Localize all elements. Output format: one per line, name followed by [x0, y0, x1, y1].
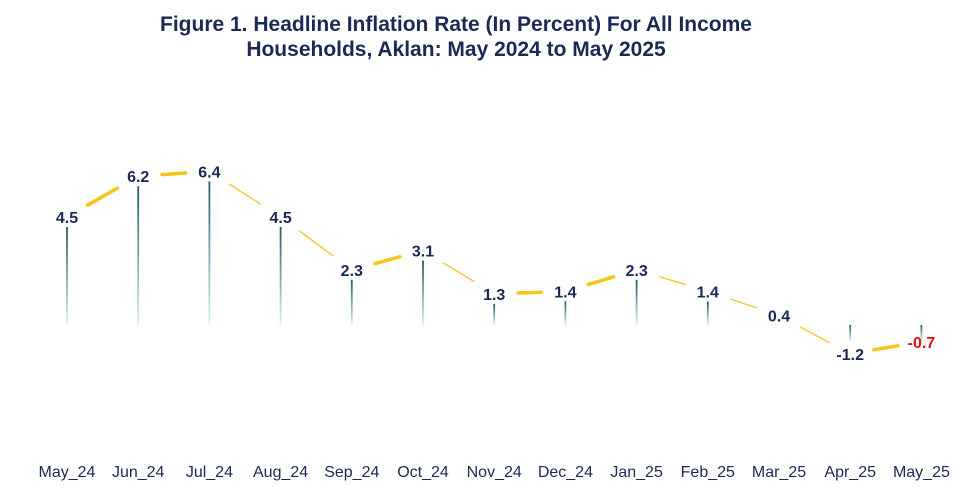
drop-lines — [66, 181, 923, 341]
x-tick-label: Oct_24 — [397, 464, 449, 481]
data-label: 6.4 — [198, 164, 220, 181]
x-tick-label: Sep_24 — [324, 464, 379, 481]
line-segment — [228, 183, 262, 205]
x-tick-label: Aug_24 — [253, 464, 308, 481]
data-label: 1.4 — [554, 284, 576, 301]
chart-title-line-2: Households, Aklan: May 2024 to May 2025 — [246, 38, 666, 61]
drop-line — [920, 325, 923, 341]
x-tick-label: May_25 — [893, 464, 950, 481]
drop-line — [564, 301, 567, 325]
drop-line — [279, 227, 282, 325]
data-label: 1.4 — [697, 284, 719, 301]
x-tick-label: Feb_25 — [681, 464, 735, 481]
line-segment — [729, 298, 757, 309]
data-label: 6.2 — [127, 169, 149, 186]
drop-line — [350, 279, 353, 325]
drop-line — [635, 279, 638, 325]
drop-line — [422, 260, 424, 325]
drop-line — [706, 301, 709, 325]
x-axis-tick-labels: May_24 Jun_24 Jul_24 Aug_24 Sep_24 Oct_24 Nov_… — [39, 464, 950, 481]
line-segment — [442, 262, 475, 283]
drop-line — [137, 186, 140, 325]
line-segment — [799, 326, 830, 344]
line-segment — [658, 276, 686, 286]
line-segment — [160, 171, 188, 177]
drop-line — [849, 325, 852, 341]
line-segment — [299, 230, 334, 257]
x-tick-label: Apr_25 — [824, 464, 876, 481]
data-label: 2.3 — [341, 263, 363, 280]
series-line — [86, 171, 900, 352]
drop-line — [208, 181, 211, 325]
x-tick-label: Nov_24 — [467, 464, 522, 481]
data-label: 4.5 — [269, 210, 291, 227]
line-segment — [373, 255, 402, 266]
line-segment — [586, 275, 616, 287]
x-tick-label: Jan_25 — [610, 464, 663, 481]
chart-title: Figure 1. Headline Inflation Rate (In Pe… — [0, 12, 912, 62]
data-label: -0.7 — [908, 335, 936, 352]
x-tick-label: Jun_24 — [112, 464, 165, 481]
x-tick-label: May_24 — [39, 464, 96, 481]
data-labels: 4.5 6.2 6.4 4.5 2.3 3.1 1.3 1.4 2.3 1.4 0.4 -1.2 -0.… — [56, 164, 935, 363]
data-label: -1.2 — [836, 347, 864, 364]
data-label: 4.5 — [56, 210, 78, 227]
drop-line — [66, 227, 68, 325]
data-label: 1.3 — [483, 287, 505, 304]
x-tick-label: Mar_25 — [752, 464, 806, 481]
drop-line — [493, 303, 496, 325]
data-label: 2.3 — [625, 263, 647, 280]
line-segment — [872, 344, 900, 352]
data-label: 0.4 — [768, 308, 790, 325]
data-label: 3.1 — [412, 244, 434, 261]
x-tick-label: Jul_24 — [186, 464, 233, 481]
x-tick-label: Dec_24 — [538, 464, 593, 481]
line-segment — [516, 290, 544, 295]
chart-title-line-1: Figure 1. Headline Inflation Rate (In Pe… — [160, 13, 752, 36]
line-segment — [86, 186, 120, 207]
